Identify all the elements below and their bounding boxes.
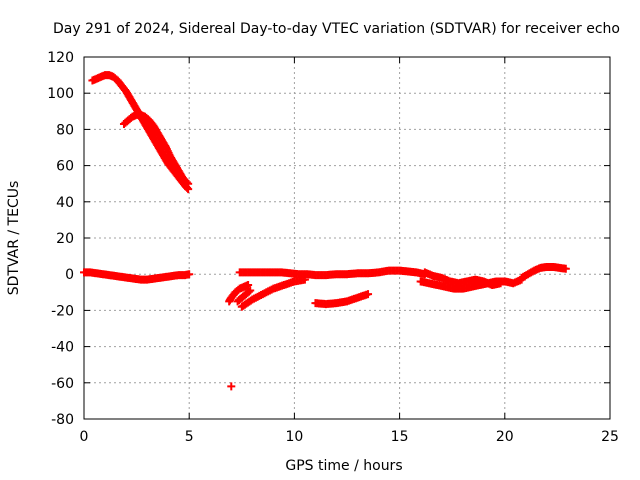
x-tick-label: 0 <box>80 429 89 445</box>
y-tick-label: -40 <box>51 340 74 356</box>
y-axis-label: SDTVAR / TECUs <box>6 181 22 296</box>
x-tick-label: 10 <box>285 429 303 445</box>
data-point <box>364 290 373 299</box>
plot-frame <box>83 56 611 420</box>
y-tick-label: 40 <box>56 195 74 211</box>
y-tick-label: 60 <box>56 159 74 175</box>
data-point <box>185 270 194 279</box>
chart-title: Day 291 of 2024, Sidereal Day-to-day VTE… <box>53 21 620 37</box>
y-tick-label: 120 <box>47 50 74 66</box>
data-point <box>561 264 570 273</box>
data-points <box>80 71 570 391</box>
series-arc-end <box>517 262 570 282</box>
series-arc-base-1 <box>80 268 194 284</box>
y-tick-label: 20 <box>56 231 74 247</box>
y-tick-label: 100 <box>47 86 74 102</box>
series-arc-mid-low <box>311 290 373 309</box>
x-tick-label: 20 <box>496 429 514 445</box>
data-point <box>244 287 253 296</box>
y-tick-label: 0 <box>65 267 74 283</box>
series-arc-low-3 <box>237 275 309 311</box>
x-tick-label: 5 <box>185 429 194 445</box>
axis-ticks: 0 5 10 15 20 25 -80 -60 -40 -20 0 20 40 60 80 100 120 <box>47 50 619 445</box>
data-point <box>184 179 193 188</box>
x-tick-label: 25 <box>601 429 619 445</box>
data-point <box>246 286 255 295</box>
data-point <box>227 382 236 391</box>
series-arc-mid <box>119 110 193 188</box>
y-tick-label: 80 <box>56 122 74 138</box>
y-tick-label: -20 <box>51 303 74 319</box>
y-tick-label: -80 <box>51 412 74 428</box>
grid-lines <box>84 57 610 419</box>
data-point <box>496 279 505 288</box>
series-arc-low-2 <box>233 286 255 306</box>
series-arc-15-20b <box>420 268 505 290</box>
x-tick-label: 15 <box>391 429 409 445</box>
series-arc-low-1 <box>225 281 253 306</box>
y-tick-label: -60 <box>51 376 74 392</box>
series-arc-base-2 <box>235 266 429 280</box>
series-outlier <box>227 382 236 391</box>
x-axis-label: GPS time / hours <box>285 458 402 474</box>
data-point <box>182 178 191 187</box>
